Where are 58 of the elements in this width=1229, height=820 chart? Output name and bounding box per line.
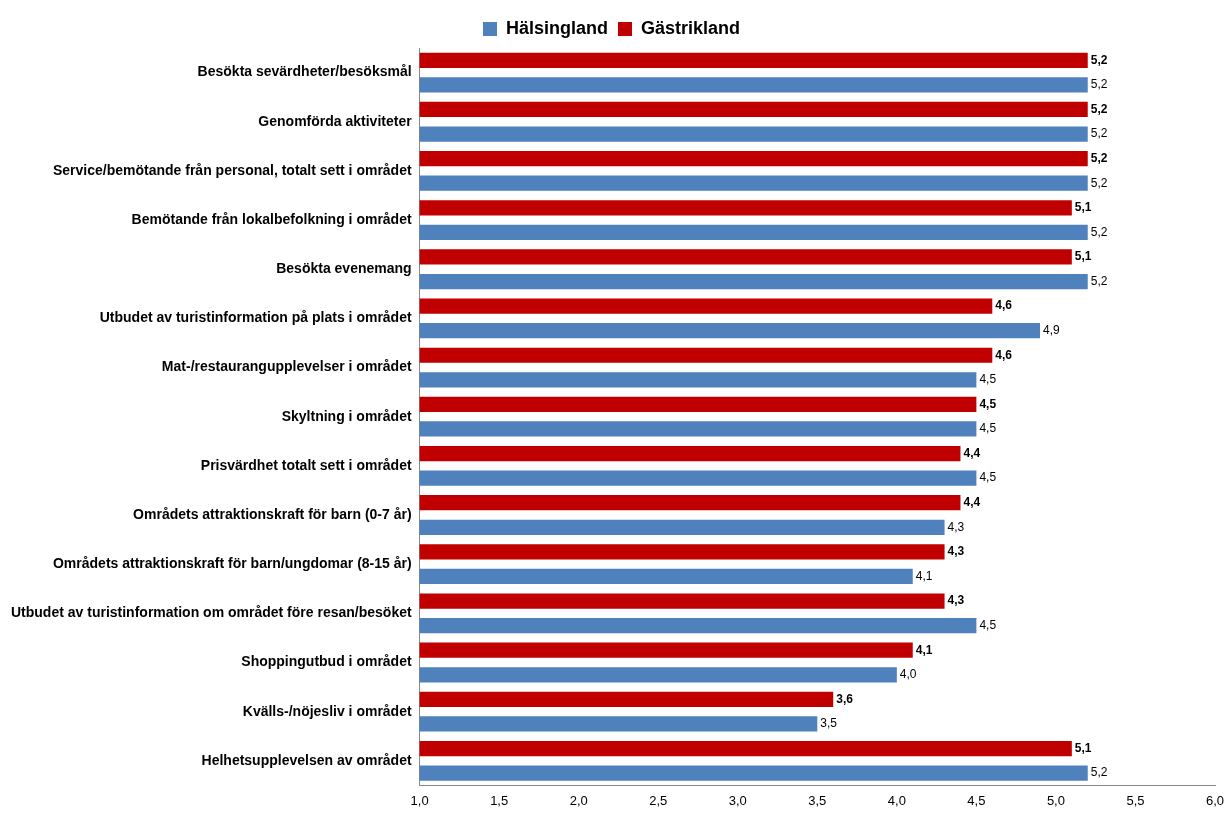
data-label: 4,5 [979, 372, 997, 387]
data-label: 4,5 [979, 396, 997, 411]
legend-label: Gästrikland [640, 17, 741, 38]
data-label: 4,5 [979, 617, 997, 632]
data-label: 5,2 [1090, 765, 1108, 780]
x-tick-label: 1,0 [410, 792, 429, 808]
data-label: 5,2 [1090, 150, 1108, 165]
data-label: 5,2 [1090, 273, 1108, 288]
y-tick-label: Service/bemötande från personal, totalt sett i området [52, 161, 412, 178]
data-label: 4,1 [915, 568, 933, 583]
x-tick-label: 2,0 [569, 792, 588, 808]
x-tick-label: 1,5 [490, 792, 509, 808]
y-tick-label: Kvälls-/nöjesliv i området [242, 702, 412, 719]
data-label: 5,2 [1090, 224, 1108, 239]
data-label: 4,5 [979, 470, 997, 485]
data-label: 4,3 [947, 544, 965, 559]
y-tick-label: Helhetsupplevelsen av området [201, 751, 412, 768]
data-label: 5,1 [1074, 740, 1092, 755]
data-label: 3,5 [820, 716, 838, 731]
y-tick-label: Besökta evenemang [276, 260, 412, 277]
data-label: 4,3 [947, 519, 965, 534]
y-tick-label: Utbudet av turistinformation på plats i området [99, 309, 412, 326]
y-tick-label: Skyltning i området [281, 407, 412, 424]
data-label: 4,4 [963, 445, 981, 460]
data-label: 5,2 [1090, 175, 1108, 190]
x-tick-label: 3,5 [808, 792, 827, 808]
data-label: 4,6 [995, 298, 1013, 313]
data-label: 5,2 [1090, 101, 1108, 116]
y-tick-label: Områdets attraktionskraft för barn/ungdomar (8-15 år) [52, 555, 412, 572]
data-label: 4,9 [1043, 322, 1061, 337]
x-tick-label: 4,5 [967, 792, 986, 808]
data-label: 5,1 [1074, 200, 1092, 215]
y-tick-label: Prisvärdhet totalt sett i området [200, 456, 412, 473]
legend-label: Hälsingland [505, 17, 608, 38]
x-tick-label: 3,0 [728, 792, 747, 808]
data-label: 4,3 [947, 593, 965, 608]
y-tick-label: Besökta sevärdheter/besöksmål [197, 63, 412, 80]
x-tick-label: 5,5 [1126, 792, 1145, 808]
data-label: 4,5 [979, 421, 997, 436]
x-tick-label: 6,0 [1205, 792, 1225, 808]
data-label: 5,2 [1090, 52, 1108, 67]
data-label: 5,2 [1090, 77, 1108, 92]
data-label: 3,6 [836, 691, 854, 706]
x-tick-label: 2,5 [649, 792, 668, 808]
y-tick-label: Områdets attraktionskraft för barn (0-7 år) [133, 505, 412, 522]
y-tick-label: Bemötande från lokalbefolkning i området [131, 210, 412, 227]
x-tick-label: 5,0 [1046, 792, 1065, 808]
y-tick-label: Utbudet av turistinformation om området före resan/besöket [11, 604, 412, 621]
x-tick-label: 4,0 [887, 792, 906, 808]
data-label: 4,6 [995, 347, 1013, 362]
y-tick-label: Shoppingutbud i området [241, 653, 412, 670]
data-label: 5,2 [1090, 126, 1108, 141]
y-tick-label: Genomförda aktiviteter [258, 112, 413, 129]
y-tick-label: Mat-/restaurangupplevelser i området [161, 358, 412, 375]
data-label: 5,1 [1074, 249, 1092, 264]
data-label: 4,0 [899, 667, 917, 682]
data-label: 4,1 [915, 642, 933, 657]
data-label: 4,4 [963, 495, 981, 510]
